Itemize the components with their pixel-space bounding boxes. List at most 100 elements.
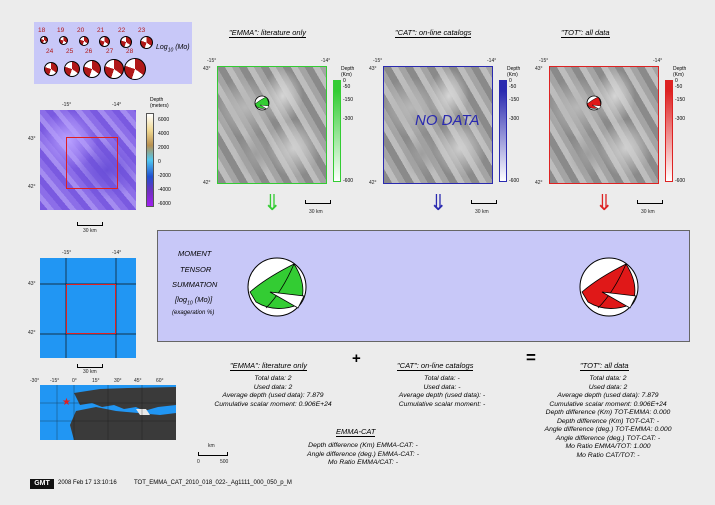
footer-timestamp: 2008 Feb 17 13:10:16 [58, 480, 117, 486]
summation-label-log: [log10 (Mo)] [175, 295, 213, 307]
panel-depth-title: Depth (Km) [507, 66, 521, 78]
magnitude-beachball [120, 36, 132, 48]
stat-line: Depth difference (Km) TOT-EMMA: 0.000 [545, 409, 671, 416]
topo-colorbar-tick: -2000 [158, 173, 171, 179]
panel-lat-label: 42° [203, 180, 211, 186]
topo-colorbar-tick: 2000 [158, 145, 170, 151]
panel-depth-tick: -50 [343, 84, 351, 90]
panel-lat-label: 43° [203, 66, 211, 72]
panel-scale-bar [471, 200, 497, 204]
world-scale-bar [198, 452, 228, 456]
magnitude-label: 20 [77, 27, 85, 34]
topo-colorbar-title: Depth (meters) [150, 97, 169, 109]
panel-scale-label: 30 km [641, 209, 655, 215]
panel-depth-tick: -600 [675, 178, 686, 184]
summation-label-moment: MOMENT [178, 249, 212, 258]
emma-beachball [247, 257, 307, 317]
no-data-label: NO DATA [415, 112, 480, 129]
stat-line: Cumulative scalar moment: 0.906E+24 [549, 400, 667, 408]
panel-depth-tick: -300 [343, 116, 354, 122]
stat-line: Total data: - [424, 375, 460, 382]
magnitude-label: 22 [118, 27, 126, 34]
panel-down-arrow-icon: ⇓ [429, 190, 448, 215]
panel-lon-label: -15° [539, 58, 549, 64]
world-lon-label: 15° [92, 378, 100, 384]
stat-line: Average depth (used data): 7.879 [222, 392, 324, 399]
stat-line: Mo Ratio CAT/TOT: - [576, 451, 640, 459]
topo-colorbar [146, 113, 154, 207]
panel-lon-label: -14° [321, 58, 331, 64]
panel-title: "CAT": on-line catalogs [395, 28, 472, 38]
topo-scale-label: 30 km [83, 228, 97, 234]
panel-lat-label: 43° [369, 66, 377, 72]
panel-depth-colorbar [665, 80, 673, 182]
topo-colorbar-tick: 6000 [158, 117, 170, 123]
stat-line: Cumulative scalar moment: 0.906E+24 [214, 400, 332, 408]
world-scale-tick: 500 [220, 459, 229, 465]
stats-tot-title: "TOT": all data [580, 361, 629, 371]
magnitude-beachball [44, 62, 58, 76]
panel-depth-tick: -150 [675, 97, 686, 103]
stat-line: Used data: 2 [253, 383, 293, 391]
panel-lon-label: -15° [207, 58, 217, 64]
gmt-logo: GMT [30, 479, 54, 489]
panel-map [383, 66, 493, 184]
summation-label-exageration: (exageration %) [172, 310, 215, 316]
world-map: ★ [40, 385, 176, 440]
world-lon-label: 0° [72, 378, 77, 384]
panel-depth-tick: -300 [509, 116, 520, 122]
svg-text:★: ★ [62, 397, 71, 408]
stat-line: Cumulative scalar moment: - [398, 400, 486, 408]
stat-line: Used data: 2 [588, 383, 628, 391]
magnitude-label: 28 [126, 48, 134, 55]
topo-lon-label: -14° [112, 102, 122, 108]
magnitude-label: 26 [85, 48, 93, 55]
stat-line: Total data: 2 [254, 375, 292, 382]
panel-depth-tick: -150 [343, 97, 354, 103]
magnitude-beachball [59, 36, 68, 45]
topo-lon-label: -15° [62, 102, 72, 108]
world-scale-tick: 0 [197, 459, 200, 465]
magnitude-label: 21 [97, 27, 105, 34]
summation-label-tensor: TENSOR [180, 265, 212, 274]
panel-depth-tick: 0 [675, 78, 678, 84]
panel-title: "EMMA": literature only [229, 28, 307, 38]
summation-panel: MOMENT TENSOR SUMMATION [log10 (Mo)] (ex… [157, 230, 690, 342]
panel-scale-label: 30 km [475, 209, 489, 215]
topography-map [40, 110, 136, 210]
stat-line: Used data: - [423, 383, 461, 391]
magnitude-beachball [99, 36, 110, 47]
panel-depth-tick: -600 [343, 178, 354, 184]
magnitude-beachball [124, 58, 146, 80]
world-lon-label: 30° [114, 378, 122, 384]
topo-colorbar-tick: 4000 [158, 131, 170, 137]
stat-line: Mo Ratio EMMA/CAT: - [328, 459, 398, 466]
panel-lat-label: 42° [535, 180, 543, 186]
panel-depth-tick: -600 [509, 178, 520, 184]
panel-lon-label: -15° [373, 58, 383, 64]
panel-lon-label: -14° [487, 58, 497, 64]
panel-depth-tick: -300 [675, 116, 686, 122]
plus-sign: + [352, 350, 361, 367]
world-lon-label: 45° [134, 378, 142, 384]
topo-colorbar-tick: 0 [158, 159, 161, 165]
panel-map [549, 66, 659, 184]
panel-lat-label: 42° [369, 180, 377, 186]
topo-colorbar-tick: -6000 [158, 201, 171, 207]
panel-lon-label: -14° [653, 58, 663, 64]
panel-down-arrow-icon: ⇓ [263, 190, 282, 215]
panel-beachball [254, 95, 270, 111]
topo-lat-label: 42° [28, 184, 36, 190]
stats-emma-title: "EMMA": literature only [230, 361, 308, 371]
tot-beachball [579, 257, 639, 317]
stat-line: Mo Ratio EMMA/TOT: 1.000 [565, 443, 651, 450]
topo-scale-bar [77, 222, 103, 226]
panel-depth-colorbar [333, 80, 341, 182]
world-lon-label: -15° [50, 378, 60, 384]
topo-study-area-box [66, 137, 118, 189]
stats-emma-cat-title: EMMA-CAT [336, 427, 376, 437]
panel-depth-tick: -150 [509, 97, 520, 103]
world-lon-label: 60° [156, 378, 164, 384]
grid-study-area-box [66, 284, 116, 334]
panel-depth-title: Depth (Km) [341, 66, 355, 78]
